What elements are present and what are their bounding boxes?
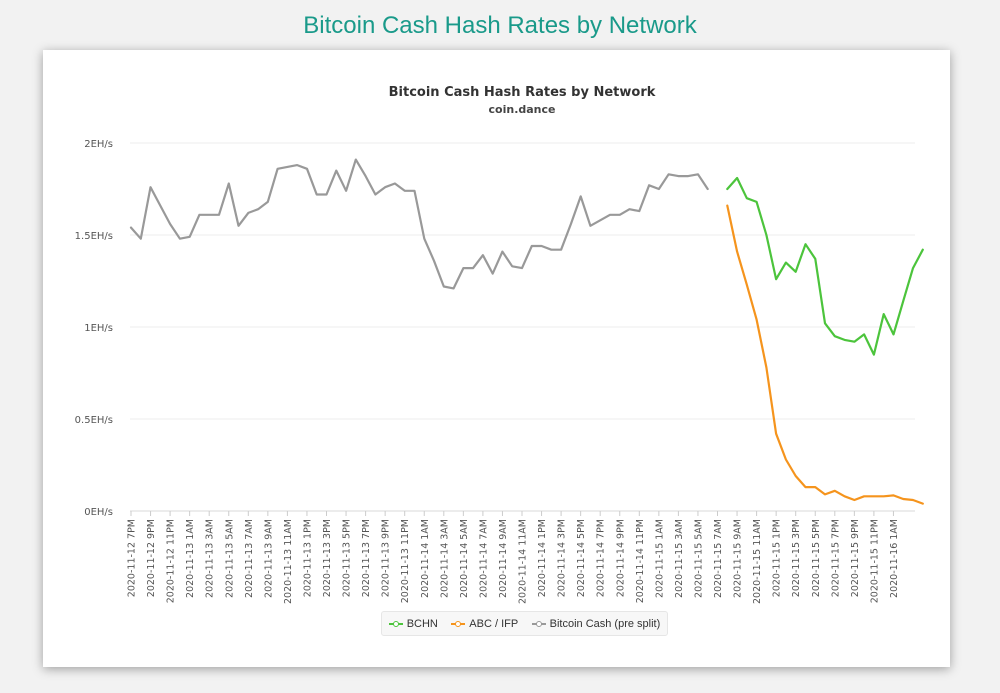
x-tick-label: 2020-11-15 7PM: [830, 519, 841, 597]
chart-subtitle: coin.dance: [489, 103, 556, 116]
legend-label: BCHN: [406, 617, 438, 630]
legend-item-bitcoin-cash-pre-split[interactable]: Bitcoin Cash (pre split): [531, 617, 661, 630]
x-tick-label: 2020-11-12 9PM: [146, 519, 157, 597]
grid-lines: [130, 142, 915, 512]
x-tick-label: 2020-11-15 7AM: [713, 519, 724, 598]
x-tick-label: 2020-11-15 3AM: [674, 519, 685, 598]
x-tick-label: 2020-11-13 7PM: [361, 519, 372, 597]
series-lines: [129, 158, 924, 505]
x-tick-label: 2020-11-15 1AM: [654, 519, 665, 598]
x-tick-label: 2020-11-13 5AM: [224, 519, 235, 598]
x-tick-label: 2020-11-13 7AM: [244, 519, 255, 598]
legend-item-abc-ifp[interactable]: ABC / IFP: [451, 618, 518, 630]
legend-item-bchn[interactable]: BCHN: [388, 617, 438, 630]
x-tick-label: 2020-11-15 11PM: [869, 519, 880, 603]
x-tick-label: 2020-11-14 1PM: [537, 519, 548, 597]
hash-rate-chart: Bitcoin Cash Hash Rates by Network coin.…: [75, 85, 924, 604]
x-axis: 2020-11-12 7PM 2020-11-12 9PM 2020-11-12 1…: [127, 511, 900, 604]
series-line-bitcoin-cash-pre-split[interactable]: [129, 158, 709, 290]
x-tick-label: 2020-11-14 9PM: [615, 519, 626, 597]
legend-label: ABC / IFP: [469, 617, 519, 630]
chart-legend: BCHN ABC / IFP Bitcoin Cash (pre split): [381, 611, 668, 636]
y-axis: 0EH/s 0.5EH/s 1EH/s 1.5EH/s 2EH/s: [75, 139, 113, 518]
chart-title: Bitcoin Cash Hash Rates by Network: [389, 85, 656, 100]
x-tick-label: 2020-11-13 11PM: [400, 519, 411, 603]
y-tick-label: 1EH/s: [84, 323, 113, 334]
x-tick-label: 2020-11-13 9PM: [381, 519, 392, 597]
y-tick-label: 0EH/s: [84, 507, 113, 518]
legend-marker-icon: [388, 620, 403, 628]
x-tick-label: 2020-11-13 3AM: [205, 519, 216, 598]
x-tick-label: 2020-11-13 9AM: [263, 519, 274, 598]
x-tick-label: 2020-11-14 5AM: [459, 519, 470, 598]
x-tick-label: 2020-11-14 7PM: [596, 519, 607, 597]
x-tick-label: 2020-11-14 7AM: [478, 519, 489, 598]
x-tick-label: 2020-11-12 7PM: [127, 519, 138, 597]
x-tick-label: 2020-11-14 3PM: [557, 519, 568, 597]
x-tick-label: 2020-11-14 11AM: [518, 519, 529, 604]
x-tick-label: 2020-11-14 9AM: [498, 519, 509, 598]
x-tick-label: 2020-11-16 1AM: [889, 519, 900, 598]
x-tick-label: 2020-11-14 1AM: [420, 519, 431, 598]
x-tick-label: 2020-11-13 5PM: [342, 519, 353, 597]
x-tick-label: 2020-11-15 5AM: [693, 519, 704, 598]
x-tick-label: 2020-11-12 11PM: [166, 519, 177, 603]
x-tick-label: 2020-11-15 3PM: [791, 519, 802, 597]
legend-label: Bitcoin Cash (pre split): [549, 617, 661, 630]
legend-marker-icon: [451, 620, 466, 628]
x-tick-label: 2020-11-14 5PM: [576, 519, 587, 597]
x-tick-label: 2020-11-14 11PM: [635, 519, 646, 603]
x-tick-label: 2020-11-15 5PM: [811, 519, 822, 597]
chart-card: Bitcoin Cash Hash Rates by Network coin.…: [43, 50, 950, 667]
series-line-abc-ifp[interactable]: [726, 204, 924, 505]
y-tick-label: 0.5EH/s: [75, 415, 113, 426]
x-tick-label: 2020-11-15 1PM: [772, 519, 783, 597]
x-tick-label: 2020-11-13 11AM: [283, 519, 294, 604]
y-tick-label: 1.5EH/s: [75, 231, 113, 242]
series-line-bchn[interactable]: [726, 176, 924, 356]
x-tick-label: 2020-11-13 1PM: [302, 519, 313, 597]
x-tick-label: 2020-11-14 3AM: [439, 519, 450, 598]
x-tick-label: 2020-11-15 11AM: [752, 519, 763, 604]
x-tick-label: 2020-11-13 3PM: [322, 519, 333, 597]
x-tick-label: 2020-11-15 9AM: [733, 519, 744, 598]
x-tick-label: 2020-11-13 1AM: [185, 519, 196, 598]
legend-marker-icon: [531, 620, 546, 628]
x-tick-label: 2020-11-15 9PM: [850, 519, 861, 597]
y-tick-label: 2EH/s: [84, 139, 113, 150]
page-title: Bitcoin Cash Hash Rates by Network: [303, 12, 697, 39]
